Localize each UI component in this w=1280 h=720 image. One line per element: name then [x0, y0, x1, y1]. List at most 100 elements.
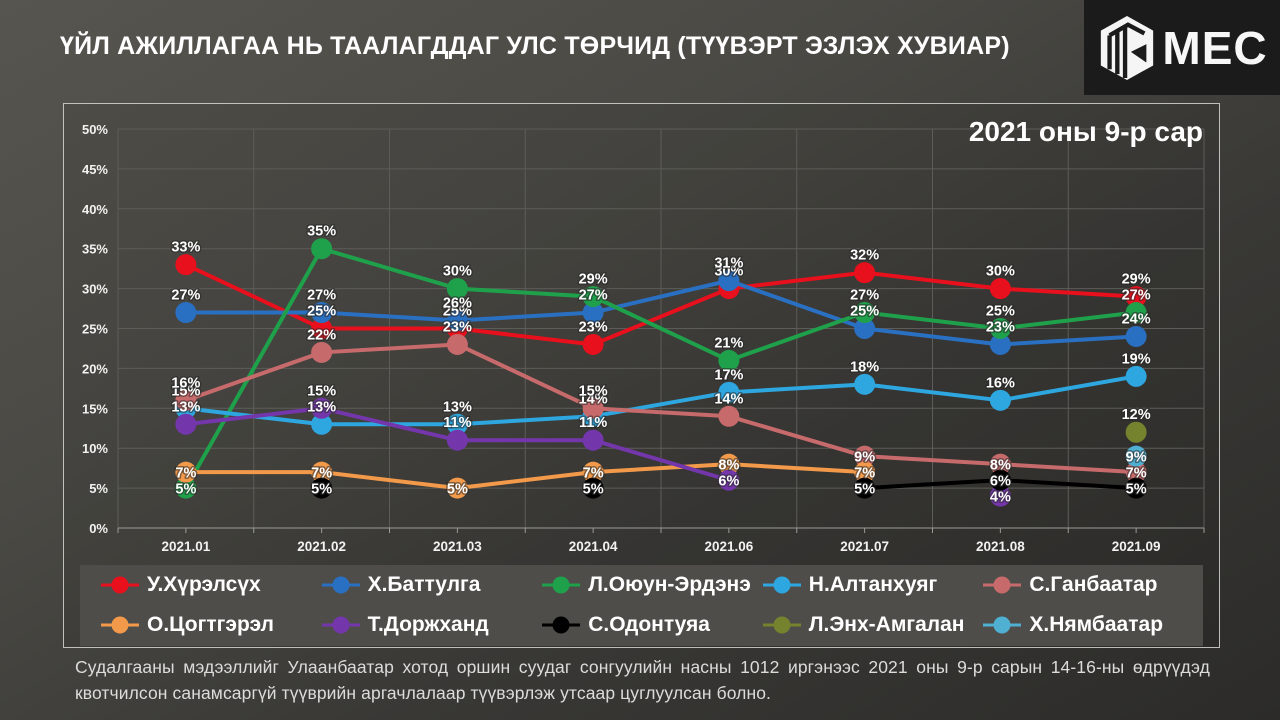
- data-label: 17%: [714, 367, 743, 383]
- data-point: [582, 429, 604, 451]
- x-tick-label: 2021.04: [569, 539, 618, 554]
- data-label: 9%: [1126, 450, 1147, 466]
- data-point: [718, 381, 740, 403]
- data-label: 25%: [307, 304, 336, 320]
- data-label: 21%: [714, 335, 743, 351]
- data-label: 30%: [443, 264, 472, 280]
- data-label: 7%: [311, 466, 332, 482]
- data-point: [1125, 477, 1147, 499]
- legend-marker-icon: [762, 616, 801, 634]
- x-tick-label: 2021.07: [840, 539, 889, 554]
- data-label: 29%: [1122, 272, 1151, 288]
- legend-marker-icon: [321, 616, 360, 634]
- series-line: [183, 246, 1139, 491]
- legend-marker-icon: [983, 616, 1022, 634]
- data-point: [311, 477, 333, 499]
- data-point: [989, 333, 1011, 355]
- data-point: [311, 413, 333, 435]
- data-label: 31%: [714, 256, 743, 272]
- data-point: [1125, 461, 1147, 483]
- data-point: [854, 477, 876, 499]
- legend-marker-icon: [542, 576, 581, 594]
- y-tick-label: 0%: [89, 521, 108, 536]
- data-point: [175, 477, 197, 499]
- data-label: 11%: [443, 415, 471, 431]
- methodology-note: Судалгааны мэдээллийг Улаанбаатар хотод …: [75, 657, 1210, 704]
- data-point: [718, 453, 740, 475]
- data-label: 32%: [850, 248, 879, 264]
- y-tick-label: 10%: [82, 441, 108, 456]
- data-point: [446, 413, 468, 435]
- data-point: [1125, 325, 1147, 347]
- mec-logo-text: MEC: [1162, 21, 1268, 74]
- y-tick-label: 50%: [82, 122, 108, 137]
- chart-annotation: 2021 оны 9-р сар: [968, 116, 1203, 147]
- legend-marker-icon: [321, 576, 360, 594]
- data-label: 7%: [1126, 466, 1147, 482]
- data-point: [175, 254, 197, 276]
- legend-label: Х.Нямбаатар: [1029, 613, 1164, 636]
- legend-marker-icon: [101, 616, 139, 634]
- data-point: [582, 461, 604, 483]
- y-tick-label: 30%: [82, 282, 108, 297]
- data-label: 26%: [443, 296, 472, 312]
- x-tick-label: 2021.02: [297, 539, 346, 554]
- data-label: 5%: [447, 482, 468, 498]
- data-point: [1125, 445, 1147, 467]
- data-point: [446, 429, 468, 451]
- data-point: [854, 373, 876, 395]
- legend-item: Н.Алтанхуяг: [762, 573, 983, 597]
- y-tick-label: 5%: [89, 481, 108, 496]
- data-label: 27%: [171, 288, 200, 304]
- data-point: [311, 341, 333, 363]
- legend-item: У.Хүрэлсүх: [100, 573, 321, 597]
- data-label: 5%: [311, 482, 332, 498]
- page-title: ҮЙЛ АЖИЛЛАГАА НЬ ТААЛАГДДАГ УЛС ТӨРЧИД (…: [60, 32, 1010, 60]
- legend-marker-icon: [983, 576, 1022, 594]
- legend-label: С.Одонтуяа: [588, 613, 710, 636]
- data-label: 23%: [986, 319, 1015, 335]
- data-point: [718, 469, 740, 491]
- data-label: 4%: [990, 490, 1011, 506]
- legend-label: У.Хүрэлсүх: [147, 573, 261, 596]
- data-point: [989, 389, 1011, 411]
- series-line: [183, 262, 1139, 347]
- data-point: [854, 318, 876, 339]
- legend-item: С.Ганбаатар: [982, 573, 1203, 597]
- data-point: [718, 349, 740, 371]
- data-label: 5%: [1126, 482, 1147, 498]
- data-label: 13%: [171, 399, 200, 415]
- legend-item: С.Одонтуяа: [541, 613, 762, 637]
- data-point: [311, 318, 333, 339]
- data-point: [446, 310, 468, 332]
- y-tick-label: 20%: [82, 361, 108, 376]
- data-label: 9%: [854, 450, 875, 466]
- x-tick-label: 2021.09: [1112, 539, 1161, 554]
- data-label: 33%: [171, 240, 200, 256]
- data-label: 27%: [307, 288, 336, 304]
- data-label: 19%: [1122, 351, 1151, 367]
- y-tick-label: 35%: [82, 242, 108, 257]
- data-label: 5%: [854, 482, 875, 498]
- x-tick-label: 2021.01: [161, 539, 210, 554]
- data-point: [175, 302, 197, 324]
- data-label: 16%: [171, 375, 200, 391]
- series-line: [183, 342, 1139, 475]
- data-point: [1125, 286, 1147, 308]
- legend-label: С.Ганбаатар: [1029, 573, 1158, 596]
- series-line: [183, 374, 1139, 427]
- data-point: [582, 302, 604, 324]
- data-point: [446, 278, 468, 300]
- data-point: [1125, 302, 1147, 324]
- legend-label: Н.Алтанхуяг: [808, 573, 938, 596]
- data-point: [446, 333, 468, 355]
- data-point: [1125, 365, 1147, 387]
- line-chart: 0% 5% 10% 15% 20% 25% 30% 35% 40% 45% 50% 2021.01 20…: [82, 122, 1205, 554]
- data-label: 23%: [579, 319, 608, 335]
- y-tick-label: 40%: [82, 202, 108, 217]
- data-label: 11%: [579, 415, 607, 431]
- data-point: [582, 477, 604, 499]
- legend-item: Х.Нямбаатар: [982, 613, 1203, 637]
- data-label: 29%: [579, 272, 608, 288]
- series-line: [183, 278, 1139, 347]
